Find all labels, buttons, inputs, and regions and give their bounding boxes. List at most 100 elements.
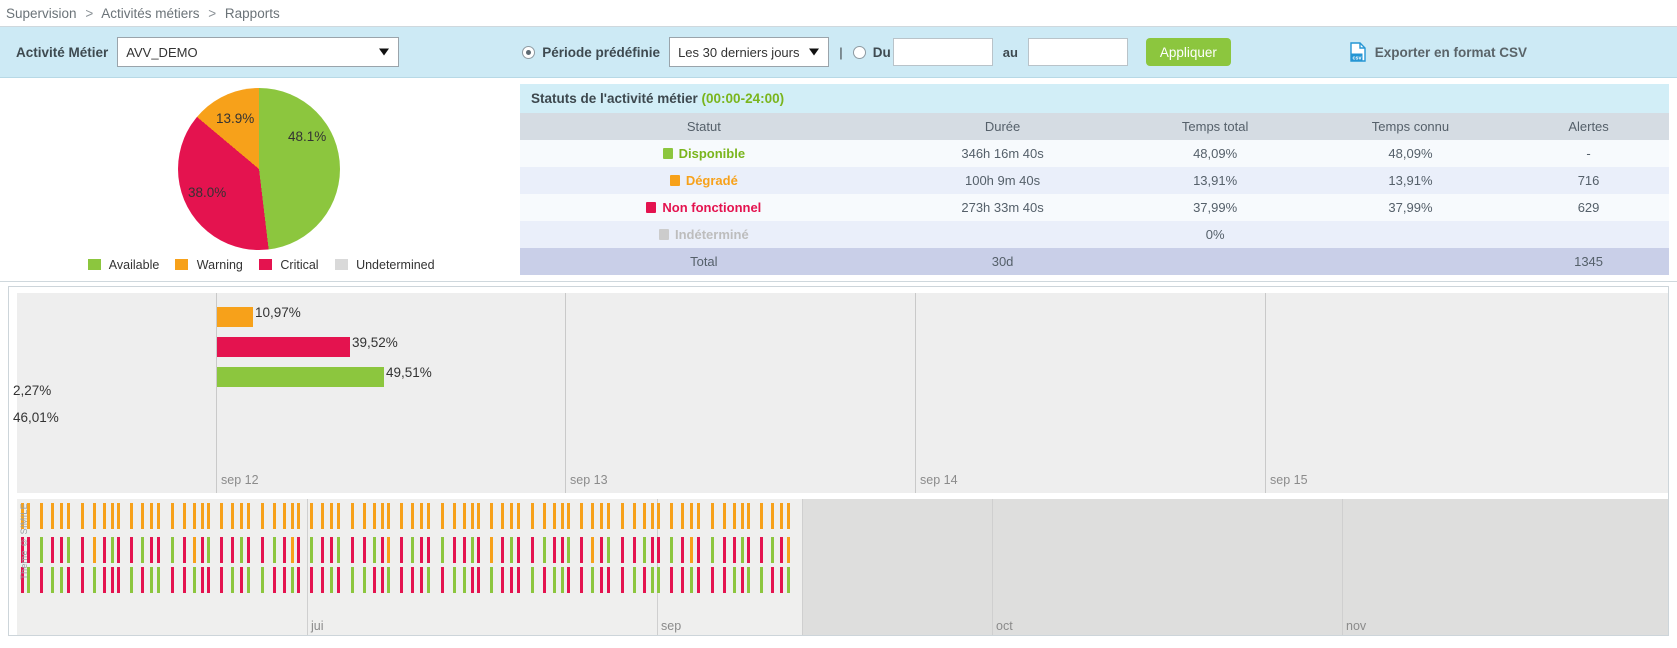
timeline-tick bbox=[553, 567, 556, 593]
legend-item-available[interactable]: Available bbox=[88, 258, 159, 272]
timeline-tick bbox=[291, 567, 294, 593]
legend-item-warning[interactable]: Warning bbox=[175, 258, 243, 272]
cell-alertes bbox=[1508, 221, 1669, 248]
timeline-tick bbox=[643, 567, 646, 593]
timeline-tick bbox=[697, 567, 700, 593]
column-header-statut[interactable]: Statut bbox=[520, 113, 888, 140]
column-header-temps-total[interactable]: Temps total bbox=[1117, 113, 1313, 140]
timeline-tick bbox=[51, 537, 54, 563]
timeline-tick bbox=[733, 537, 736, 563]
timeline-tick bbox=[697, 537, 700, 563]
timeline-tick bbox=[490, 503, 493, 529]
timeline-tick bbox=[681, 537, 684, 563]
timeline-tick bbox=[261, 567, 264, 593]
timeline-tick bbox=[780, 567, 783, 593]
timeline-tick bbox=[291, 503, 294, 529]
timeline-tick bbox=[231, 567, 234, 593]
status-label-non-fonctionnel: Non fonctionnel bbox=[662, 200, 762, 215]
cell-total-alertes: 1345 bbox=[1574, 254, 1604, 269]
timeline-tick bbox=[193, 537, 196, 563]
date-to-input[interactable] bbox=[1027, 38, 1128, 66]
date-from-input[interactable] bbox=[892, 38, 993, 66]
timeline-tick bbox=[690, 537, 693, 563]
axis-tick-sep15: sep 15 bbox=[1270, 473, 1308, 487]
breadcrumb-item-activites-metiers[interactable]: Activités métiers bbox=[101, 6, 200, 21]
csv-file-icon: csv bbox=[1350, 42, 1366, 62]
svg-text:csv: csv bbox=[1352, 55, 1361, 61]
timeline-tick bbox=[561, 503, 564, 529]
timeline-tick bbox=[387, 503, 390, 529]
timeline-tick bbox=[651, 537, 654, 563]
timeline-tick bbox=[477, 503, 480, 529]
gridline bbox=[1265, 293, 1266, 493]
pie-chart-panel: 48.1% 13.9% 38.0% Available Warning Crit… bbox=[0, 78, 520, 281]
radio-periode-custom[interactable] bbox=[852, 45, 866, 59]
timeline-tick bbox=[531, 567, 534, 593]
bar-available: 49,51% bbox=[217, 365, 432, 387]
timeline-tick bbox=[351, 503, 354, 529]
apply-button[interactable]: Appliquer bbox=[1145, 38, 1231, 66]
legend-item-critical[interactable]: Critical bbox=[258, 258, 319, 272]
column-header-duree[interactable]: Durée bbox=[887, 113, 1118, 140]
status-table-title-hours: (00:00-24:00) bbox=[701, 91, 785, 106]
timeline-tick bbox=[400, 503, 403, 529]
timeline-tick bbox=[517, 503, 520, 529]
timeline-tick bbox=[787, 537, 790, 563]
timeline-tick bbox=[283, 537, 286, 563]
timeline-tick bbox=[231, 537, 234, 563]
au-label: au bbox=[1002, 44, 1018, 60]
timeline-tick bbox=[621, 537, 624, 563]
timeline-tick bbox=[273, 537, 276, 563]
timeline-tick bbox=[27, 567, 30, 593]
timeline-tick bbox=[387, 567, 390, 593]
timeline-tick bbox=[297, 537, 300, 563]
timeline-tick bbox=[381, 567, 384, 593]
export-csv-button[interactable]: csv Exporter en format CSV bbox=[1348, 42, 1527, 62]
availability-chart-panel[interactable]: 10,97% 39,52% 49,51% 2,27% 46,01% sep 12… bbox=[8, 286, 1669, 636]
gridline bbox=[565, 293, 566, 493]
timeline-tick bbox=[531, 537, 534, 563]
legend-item-undetermined[interactable]: Undetermined bbox=[334, 258, 435, 272]
timeline-tick bbox=[567, 567, 570, 593]
cell-temps-connu: 37,99% bbox=[1388, 200, 1433, 215]
timeline-tick bbox=[543, 503, 546, 529]
cell-statut: Dégradé bbox=[520, 167, 888, 194]
cell-total-temps-connu bbox=[1313, 248, 1508, 275]
timeline-tick bbox=[427, 503, 430, 529]
timeline-tick bbox=[171, 537, 174, 563]
timeline-tick bbox=[231, 503, 234, 529]
timeline-tick bbox=[471, 503, 474, 529]
timeline-tick bbox=[561, 537, 564, 563]
status-pie-chart bbox=[178, 88, 340, 250]
timeline-tick bbox=[747, 537, 750, 563]
timeline-tick bbox=[463, 567, 466, 593]
timeline-scrubber[interactable]: jui sep oct nov Theme © SIMILE bbox=[17, 499, 1668, 635]
breadcrumb-item-rapports[interactable]: Rapports bbox=[224, 6, 280, 21]
pie-label-critical: 38.0% bbox=[188, 185, 227, 200]
radio-periode-predefinie[interactable] bbox=[522, 45, 536, 59]
column-header-alertes[interactable]: Alertes bbox=[1508, 113, 1669, 140]
timeline-tick bbox=[40, 503, 43, 529]
timeline-tick bbox=[441, 537, 444, 563]
period-select[interactable]: Les 30 derniers jours bbox=[669, 37, 830, 67]
table-total-row: Total 30d 1345 bbox=[520, 248, 1669, 275]
timeline-tick bbox=[381, 503, 384, 529]
period-group: Période prédéfinie Les 30 derniers jours… bbox=[522, 37, 1231, 67]
breadcrumb-item-supervision[interactable]: Supervision bbox=[6, 6, 77, 21]
timeline-tick bbox=[150, 537, 153, 563]
timeline-tick bbox=[201, 537, 204, 563]
timeline-tick bbox=[411, 567, 414, 593]
timeline-tick bbox=[150, 567, 153, 593]
breadcrumb: Supervision > Activités métiers > Rappor… bbox=[0, 0, 1677, 27]
gridline bbox=[216, 293, 217, 493]
timeline-tick bbox=[171, 503, 174, 529]
timeline-range-handle[interactable] bbox=[802, 499, 803, 635]
timeline-tick bbox=[741, 503, 744, 529]
timeline-tick bbox=[93, 537, 96, 563]
column-header-temps-connu[interactable]: Temps connu bbox=[1312, 113, 1509, 140]
timeline-tick bbox=[567, 503, 570, 529]
timeline-tick bbox=[711, 537, 714, 563]
timeline-tick bbox=[643, 537, 646, 563]
timeline-tick bbox=[621, 567, 624, 593]
activity-select[interactable]: AVV_DEMO bbox=[117, 37, 400, 67]
